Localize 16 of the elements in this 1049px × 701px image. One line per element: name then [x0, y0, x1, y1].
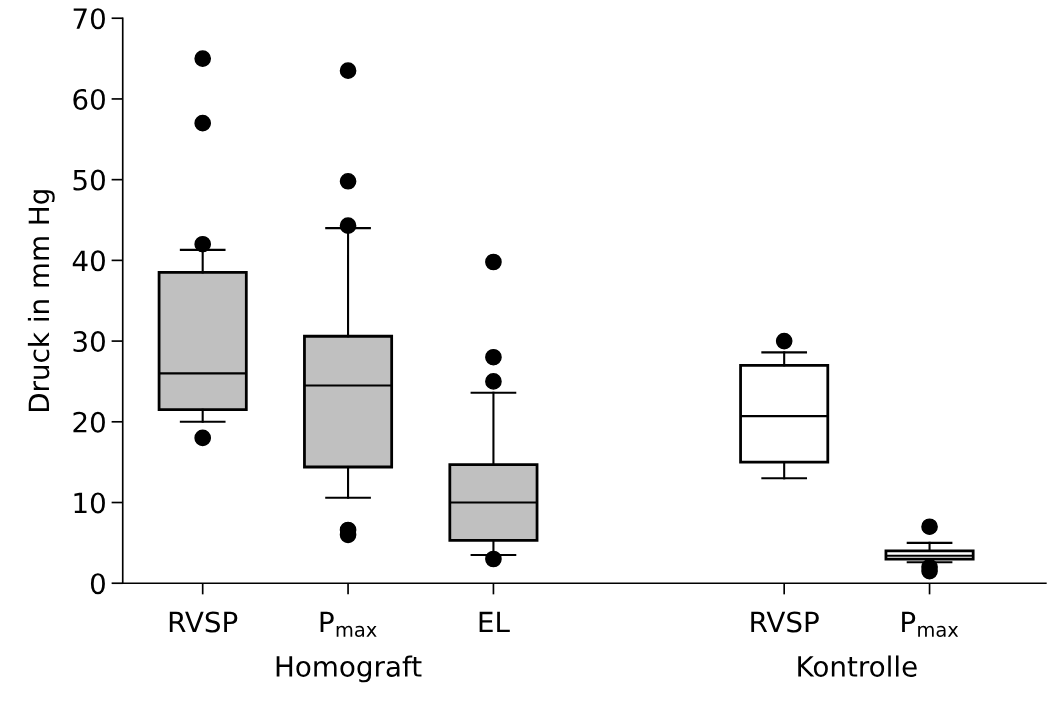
text: Homograft [276, 655, 422, 683]
text: Kontrolle [798, 655, 917, 677]
y-tick-label: 70 [73, 8, 105, 30]
x-tick-label: RVSP [169, 611, 238, 633]
x-tick-label: EL [479, 611, 510, 633]
y-tick-label: 40 [72, 250, 105, 272]
y-tick-label: 50 [73, 169, 105, 191]
y-tick-label: 0 [90, 573, 105, 595]
y-tick-label: 60 [73, 88, 105, 110]
y-tick-label: 20 [73, 411, 105, 433]
y-tick-label: 30 [73, 331, 105, 353]
x-tick-label: P$_{max}$ [320, 611, 377, 637]
x-tick-label: P$_{max}$ [902, 611, 959, 637]
y-axis-title: Druck in mm Hg [27, 190, 55, 412]
y-tick-label: 10 [74, 492, 105, 514]
x-tick-label: RVSP [751, 611, 819, 633]
